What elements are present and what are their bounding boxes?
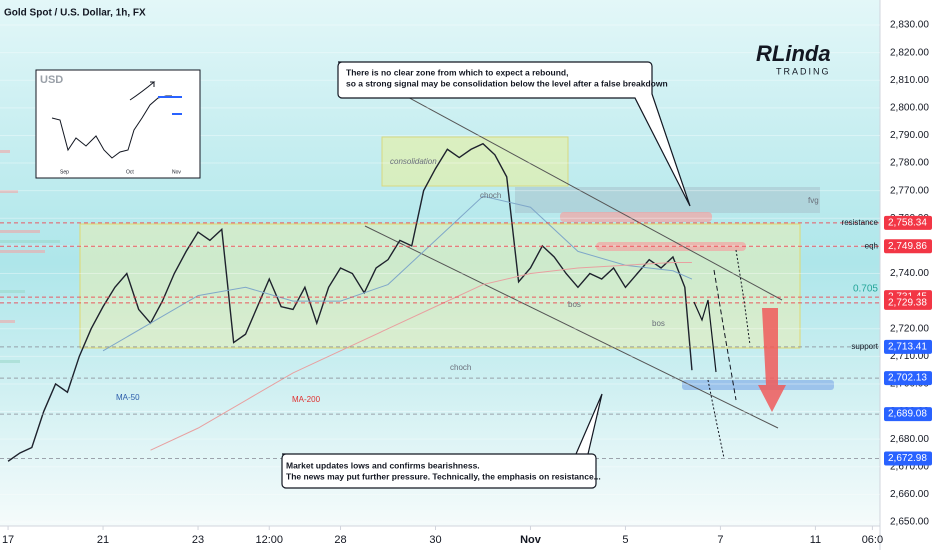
y-tick-label: 2,720.00 (890, 323, 929, 334)
y-tick-label: 2,650.00 (890, 517, 929, 528)
price-tag (884, 239, 932, 254)
bearish-arrow (758, 308, 786, 412)
series-label: MA-50 (116, 393, 140, 402)
price-tag-label: 2,702.13 (888, 373, 927, 384)
level-label: resistance (842, 218, 879, 227)
y-tick-label: 2,680.00 (890, 434, 929, 445)
x-tick-label: 23 (192, 534, 204, 546)
zone-label: fvg (808, 196, 819, 205)
x-tick-label: 30 (429, 534, 441, 546)
callout: Market updates lows and confirms bearish… (281, 393, 603, 489)
y-tick-label: 2,820.00 (890, 47, 929, 58)
x-tick-label: 21 (97, 534, 109, 546)
inset-month: Sep (60, 169, 69, 175)
callout-text: so a strong signal may be consolidation … (346, 78, 668, 88)
inset-month: Oct (126, 169, 134, 175)
x-tick-label: 17 (2, 534, 14, 546)
y-tick-label: 2,770.00 (890, 185, 929, 196)
logo-sub: TRADING (776, 66, 831, 76)
volume-profile (0, 150, 60, 363)
structure-label: choch (450, 363, 471, 372)
series-label: MA-200 (292, 395, 321, 404)
price-tag (884, 451, 932, 466)
price-tag (884, 215, 932, 230)
x-tick-label: 7 (717, 534, 723, 546)
level-label: eqh (865, 241, 878, 250)
forecast-arrow (735, 249, 751, 346)
price-tag-label: 2,729.38 (888, 297, 927, 308)
price-tag (884, 295, 932, 310)
price-tag-label: 2,758.34 (888, 218, 927, 229)
x-tick-label: 11 (810, 534, 821, 546)
x-tick-label: 12:00 (256, 534, 284, 546)
y-tick-label: 2,830.00 (890, 20, 929, 31)
fvg-zone (515, 187, 820, 213)
channel-line (379, 81, 783, 301)
consolidation-zone (381, 136, 569, 187)
callout-text: Market updates lows and confirms bearish… (286, 460, 480, 470)
price-tag (884, 371, 932, 386)
supply-zone (560, 212, 712, 222)
structure-label: bos (652, 319, 665, 328)
inset-month: Nov (172, 169, 181, 175)
price-line (7, 142, 693, 462)
structure-label: bos (568, 300, 581, 309)
x-tick-label: Nov (520, 534, 542, 546)
y-tick-label: 2,740.00 (890, 268, 929, 279)
x-tick-label: 28 (334, 534, 346, 546)
supply-zone (596, 242, 746, 251)
y-tick-label: 2,790.00 (890, 130, 929, 141)
ma-line (150, 261, 692, 451)
y-tick-label: 2,810.00 (890, 75, 929, 86)
y-tick-label: 2,780.00 (890, 158, 929, 169)
logo: RLinda (756, 41, 831, 66)
structure-label: choch (480, 191, 501, 200)
y-tick-label: 2,800.00 (890, 102, 929, 113)
price-tag-label: 2,689.08 (888, 409, 927, 420)
price-tag-label: 2,672.98 (888, 453, 927, 464)
x-tick-label: 5 (622, 534, 628, 546)
time-axis-background (0, 526, 880, 550)
inset-arrow (129, 81, 156, 101)
channel-line (364, 225, 779, 429)
inset-title: USD (40, 74, 63, 86)
y-tick-label: 2,710.00 (890, 351, 929, 362)
level-label: support (851, 342, 878, 351)
price-tag (884, 407, 932, 422)
y-tick-label: 2,660.00 (890, 489, 929, 500)
price-tag (884, 339, 932, 354)
y-tick-label: 2,670.00 (890, 461, 929, 472)
forecast-arrow (707, 379, 725, 459)
price-tag-label: 2,713.41 (888, 342, 927, 353)
ma-line (102, 195, 693, 352)
forecast-arrow (713, 269, 737, 401)
forecast-arrow (693, 299, 717, 373)
callout-text: The news may put further pressure. Techn… (286, 471, 601, 481)
fib-label: 0.705 (853, 284, 878, 295)
inset-line (51, 95, 172, 159)
callout-text: There is no clear zone from which to exp… (346, 67, 568, 77)
x-tick-label: 06:0 (862, 534, 883, 546)
price-tag-label: 2,749.86 (888, 241, 927, 252)
zone-label: consolidation (390, 157, 437, 166)
callout: There is no clear zone from which to exp… (337, 61, 691, 207)
chart-title: Gold Spot / U.S. Dollar, 1h, FX (4, 8, 146, 19)
inset: USD Sep Oct Nov (35, 69, 201, 179)
